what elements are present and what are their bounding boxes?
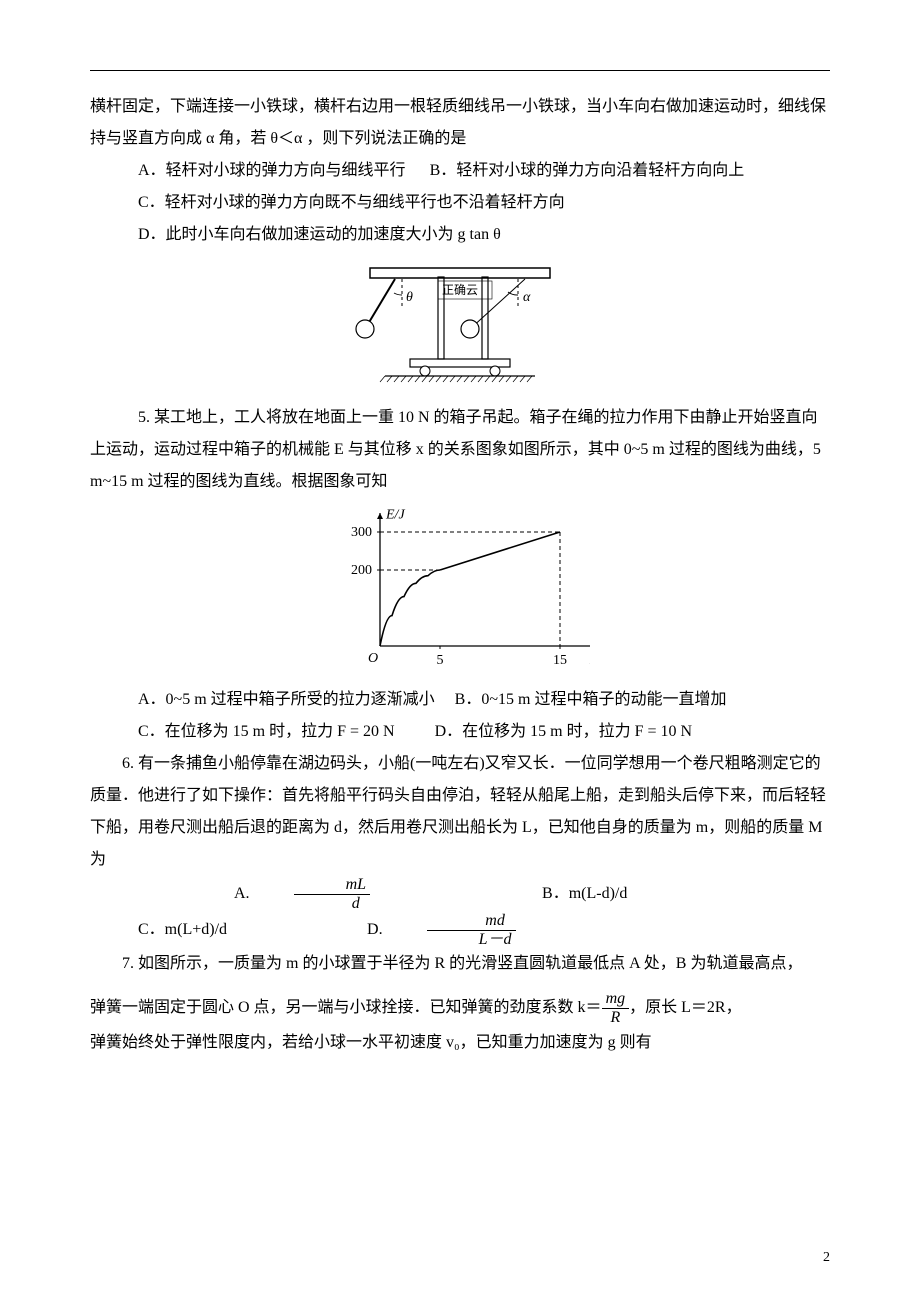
- q6-stem: 6. 有一条捕鱼小船停靠在湖边码头，小船(一吨左右)又窄又长．一位同学想用一个卷…: [90, 748, 830, 876]
- q7-line2: 弹簧一端固定于圆心 O 点，另一端与小球拴接．已知弹簧的劲度系数 k＝mgR，原…: [90, 990, 830, 1026]
- svg-text:O: O: [368, 651, 378, 666]
- q4-opt-b: B．轻杆对小球的弹力方向沿着轻杆方向向上: [430, 162, 745, 179]
- q4-stem: 横杆固定，下端连接一小铁球，横杆右边用一根轻质细线吊一小铁球，当小车向右做加速运…: [90, 91, 830, 155]
- q6-opt-c: C．m(L+d)/d: [90, 914, 227, 946]
- svg-text:15: 15: [553, 653, 567, 668]
- q5-opt-b: B．0~15 m 过程中箱子的动能一直增加: [455, 691, 727, 708]
- q5-opt-a: A．0~5 m 过程中箱子所受的拉力逐渐减小: [138, 691, 435, 708]
- q7-line3: 弹簧始终处于弹性限度内，若给小球一水平初速度 v₀，已知重力加速度为 g 则有: [90, 1027, 830, 1059]
- q7-stem: 7. 如图所示，一质量为 m 的小球置于半径为 R 的光滑竖直圆轨道最低点 A …: [90, 948, 830, 980]
- page-top-rule: [90, 70, 830, 71]
- q4-opt-d: D．此时小车向右做加速运动的加速度大小为 g tan θ: [90, 219, 830, 251]
- q6-opt-d: D. mdL－d: [271, 912, 595, 948]
- q5-opt-d: D．在位移为 15 m 时，拉力 F = 10 N: [435, 723, 692, 740]
- q5-options-ab: A．0~5 m 过程中箱子所受的拉力逐渐减小 B．0~15 m 过程中箱子的动能…: [90, 684, 830, 716]
- svg-text:正确云: 正确云: [442, 283, 478, 297]
- q4-options-ab: A．轻杆对小球的弹力方向与细线平行 B．轻杆对小球的弹力方向沿着轻杆方向向上: [90, 155, 830, 187]
- svg-text:x/m: x/m: [589, 653, 590, 668]
- svg-text:200: 200: [351, 563, 372, 578]
- q6-opt-a: A. mLd: [138, 876, 450, 912]
- svg-text:5: 5: [437, 653, 444, 668]
- page-number: 2: [823, 1244, 830, 1272]
- q5-stem: 5. 某工地上，工人将放在地面上一重 10 N 的箱子吊起。箱子在绳的拉力作用下…: [90, 402, 830, 498]
- svg-text:θ: θ: [406, 290, 413, 305]
- q5-chart: 200 300 5 15 O E/J x/m: [90, 506, 830, 676]
- q4-opt-c: C．轻杆对小球的弹力方向既不与细线平行也不沿着轻杆方向: [90, 187, 830, 219]
- q4-figure: θ α 正确云: [90, 259, 830, 394]
- q6-options: A. mLd B．m(L-d)/d C．m(L+d)/d D. mdL－d: [90, 876, 830, 948]
- q6-opt-b: B．m(L-d)/d: [494, 878, 627, 910]
- svg-text:α: α: [523, 290, 531, 305]
- q5-options-cd: C．在位移为 15 m 时，拉力 F = 20 N D．在位移为 15 m 时，…: [90, 716, 830, 748]
- svg-text:E/J: E/J: [385, 508, 405, 523]
- q4-opt-a: A．轻杆对小球的弹力方向与细线平行: [138, 162, 406, 179]
- q5-opt-c: C．在位移为 15 m 时，拉力 F = 20 N: [138, 723, 395, 740]
- svg-text:300: 300: [351, 525, 372, 540]
